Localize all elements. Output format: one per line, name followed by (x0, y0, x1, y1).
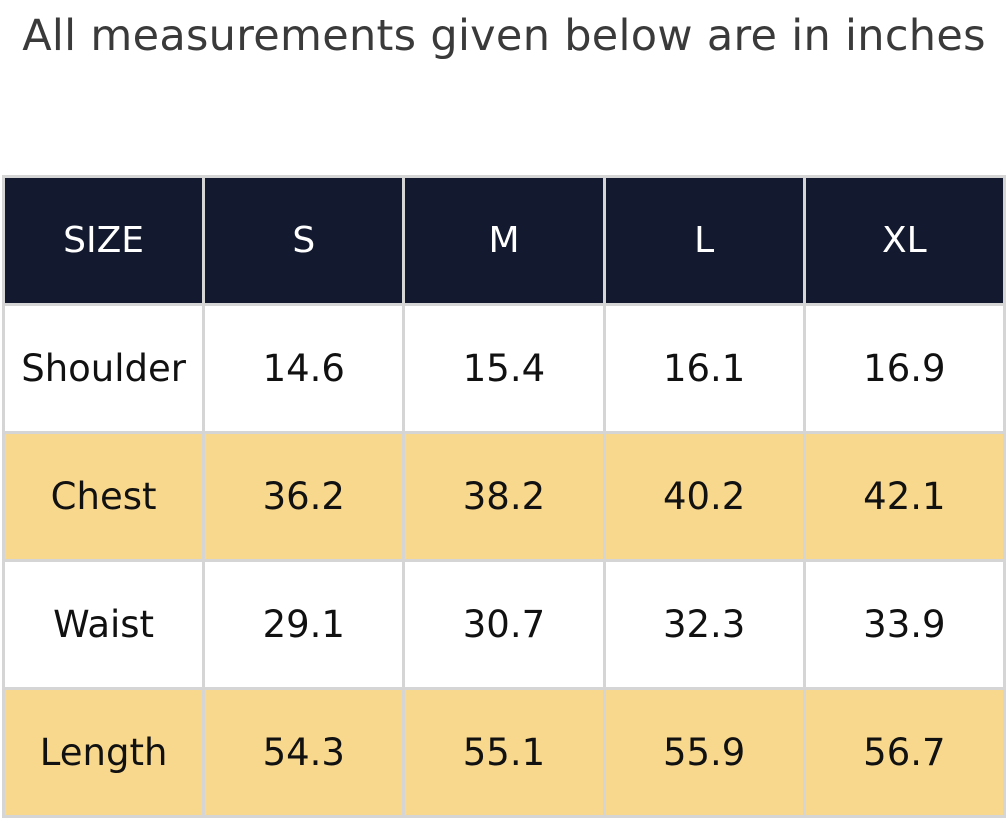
table-row-length: Length 54.3 55.1 55.9 56.7 (1, 687, 1007, 818)
table-cell: 42.1 (802, 431, 1007, 562)
table-cell: 16.9 (802, 303, 1007, 434)
table-cell: 55.1 (402, 687, 606, 818)
table-cell: 30.7 (402, 559, 606, 690)
header-cell-xl: XL (802, 175, 1007, 306)
table-cell: 56.7 (802, 687, 1007, 818)
measurement-unit-note: All measurements given below are in inch… (22, 11, 986, 61)
table-cell: 55.9 (602, 687, 806, 818)
table-cell: 40.2 (602, 431, 806, 562)
header-cell-m: M (402, 175, 606, 306)
table-row-chest: Chest 36.2 38.2 40.2 42.1 (1, 431, 1007, 562)
table-cell: 33.9 (802, 559, 1007, 690)
header-cell-s: S (202, 175, 406, 306)
table-row-waist: Waist 29.1 30.7 32.3 33.9 (1, 559, 1007, 690)
size-chart-table: SIZE S M L XL Shoulder 14.6 15.4 16.1 16… (1, 175, 1007, 818)
header-row: SIZE S M L XL (1, 175, 1007, 306)
row-label: Shoulder (1, 303, 206, 434)
table-cell: 16.1 (602, 303, 806, 434)
table-cell: 38.2 (402, 431, 606, 562)
table-cell: 15.4 (402, 303, 606, 434)
row-label: Length (1, 687, 206, 818)
row-label: Chest (1, 431, 206, 562)
table-cell: 29.1 (202, 559, 406, 690)
table-cell: 14.6 (202, 303, 406, 434)
table-cell: 54.3 (202, 687, 406, 818)
table-cell: 32.3 (602, 559, 806, 690)
table-row-shoulder: Shoulder 14.6 15.4 16.1 16.9 (1, 303, 1007, 434)
table-cell: 36.2 (202, 431, 406, 562)
header-cell-l: L (602, 175, 806, 306)
row-label: Waist (1, 559, 206, 690)
header-cell-size: SIZE (1, 175, 206, 306)
